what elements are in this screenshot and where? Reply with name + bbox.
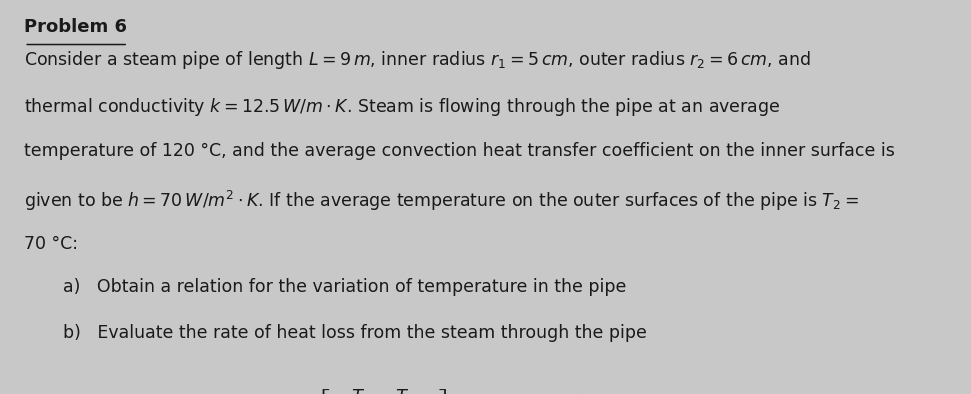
Text: given to be $h = 70\,W/m^2\cdot K$. If the average temperature on the outer surf: given to be $h = 70\,W/m^2\cdot K$. If t… [24,189,859,213]
Text: temperature of 120 °C, and the average convection heat transfer coefficient on t: temperature of 120 °C, and the average c… [24,142,895,160]
Text: 70 °C:: 70 °C: [24,235,79,253]
Text: Problem 6: Problem 6 [24,18,127,36]
Text: Consider a steam pipe of length $L = 9\,m$, inner radius $r_1 = 5\,cm$, outer ra: Consider a steam pipe of length $L = 9\,… [24,49,811,71]
Text: $T(r) = \left[\dfrac{T_{\infty} - T_2}{\ln\!\left(\dfrac{r_1}{r_2}\right) - \dfr: $T(r) = \left[\dfrac{T_{\infty} - T_2}{\… [261,387,710,394]
Text: b)   Evaluate the rate of heat loss from the steam through the pipe: b) Evaluate the rate of heat loss from t… [63,324,647,342]
Text: a)   Obtain a relation for the variation of temperature in the pipe: a) Obtain a relation for the variation o… [63,278,626,296]
Text: thermal conductivity $k = 12.5\,W/m\cdot K$. Steam is flowing through the pipe a: thermal conductivity $k = 12.5\,W/m\cdot… [24,96,781,118]
